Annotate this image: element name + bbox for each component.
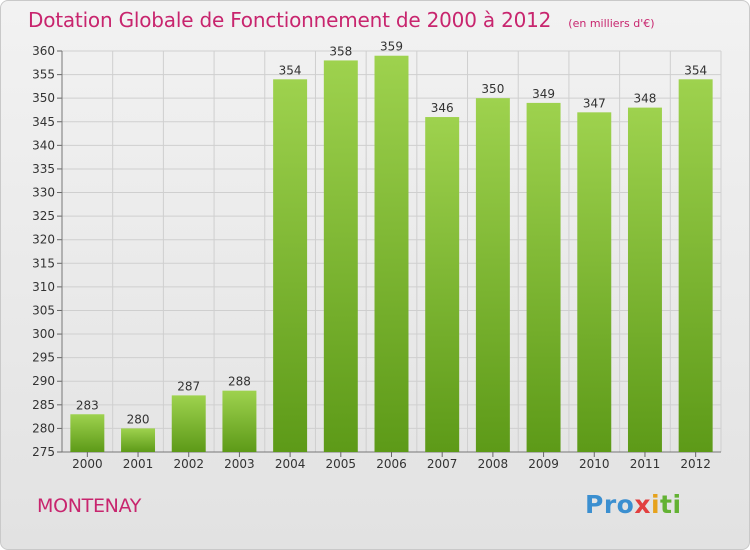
logo-part-2: x	[634, 490, 651, 519]
x-tick-label: 2006	[376, 457, 407, 471]
y-tick-label: 345	[32, 115, 55, 129]
y-tick-label: 330	[32, 186, 55, 200]
bar	[171, 395, 206, 452]
y-tick-label: 335	[32, 162, 55, 176]
bar	[374, 55, 409, 452]
y-tick-label: 290	[32, 374, 55, 388]
bar	[678, 79, 713, 453]
y-tick-label: 310	[32, 280, 55, 294]
x-tick-label: 2012	[680, 457, 711, 471]
data-label: 288	[228, 375, 251, 389]
x-tick-label: 2002	[173, 457, 204, 471]
bar	[70, 414, 105, 452]
data-label: 359	[380, 40, 403, 54]
chart-subtitle: (en milliers d'€)	[568, 17, 655, 30]
x-tick-label: 2003	[224, 457, 255, 471]
bar	[425, 117, 460, 452]
data-label: 347	[583, 96, 606, 110]
x-tick-label: 2001	[123, 457, 154, 471]
proxiti-logo: Proxiti	[585, 490, 682, 519]
data-label: 287	[177, 379, 200, 393]
data-label: 354	[684, 63, 707, 77]
y-tick-label: 300	[32, 327, 55, 341]
commune-name: MONTENAY	[37, 495, 142, 517]
x-tick-label: 2011	[630, 457, 661, 471]
x-tick-label: 2007	[427, 457, 458, 471]
y-tick-label: 360	[32, 44, 55, 58]
bar	[121, 428, 156, 452]
bar	[273, 79, 308, 453]
chart-title-block: Dotation Globale de Fonctionnement de 20…	[28, 8, 655, 32]
logo-part-1: Pro	[585, 490, 635, 519]
y-tick-label: 295	[32, 351, 55, 365]
data-label: 349	[532, 87, 555, 101]
data-label: 283	[76, 398, 99, 412]
bar	[323, 60, 358, 452]
data-label: 354	[279, 63, 302, 77]
x-tick-label: 2010	[579, 457, 610, 471]
bars	[70, 55, 713, 453]
y-tick-label: 305	[32, 303, 55, 317]
y-tick-label: 275	[32, 445, 55, 459]
logo-part-3: i	[650, 490, 661, 519]
y-tick-label: 285	[32, 398, 55, 412]
bar	[526, 102, 561, 453]
axes: 275 280 285 290 295 300 305 310 315 320 325 330 335 3…	[32, 44, 721, 471]
x-tick-label: 2004	[275, 457, 306, 471]
x-tick-label: 2008	[478, 457, 509, 471]
x-tick-label: 2005	[326, 457, 357, 471]
y-tick-label: 340	[32, 138, 55, 152]
data-label: 350	[481, 82, 504, 96]
y-tick-label: 325	[32, 209, 55, 223]
data-label: 348	[634, 92, 657, 106]
data-labels: 283 280 287 288 354 358 359 346 350 349 347 348 354	[76, 40, 707, 427]
y-tick-label: 320	[32, 233, 55, 247]
logo-part-4: ti	[660, 490, 682, 519]
bar	[627, 107, 662, 453]
bar	[222, 390, 257, 452]
bar	[577, 112, 612, 453]
y-tick-label: 280	[32, 421, 55, 435]
x-tick-label: 2009	[528, 457, 559, 471]
data-label: 280	[127, 412, 150, 426]
data-label: 346	[431, 101, 454, 115]
y-tick-label: 350	[32, 91, 55, 105]
bar	[475, 98, 510, 453]
y-tick-label: 355	[32, 68, 55, 82]
y-tick-label: 315	[32, 256, 55, 270]
data-label: 358	[329, 44, 352, 58]
x-tick-label: 2000	[72, 457, 103, 471]
chart-title: Dotation Globale de Fonctionnement de 20…	[28, 8, 552, 32]
